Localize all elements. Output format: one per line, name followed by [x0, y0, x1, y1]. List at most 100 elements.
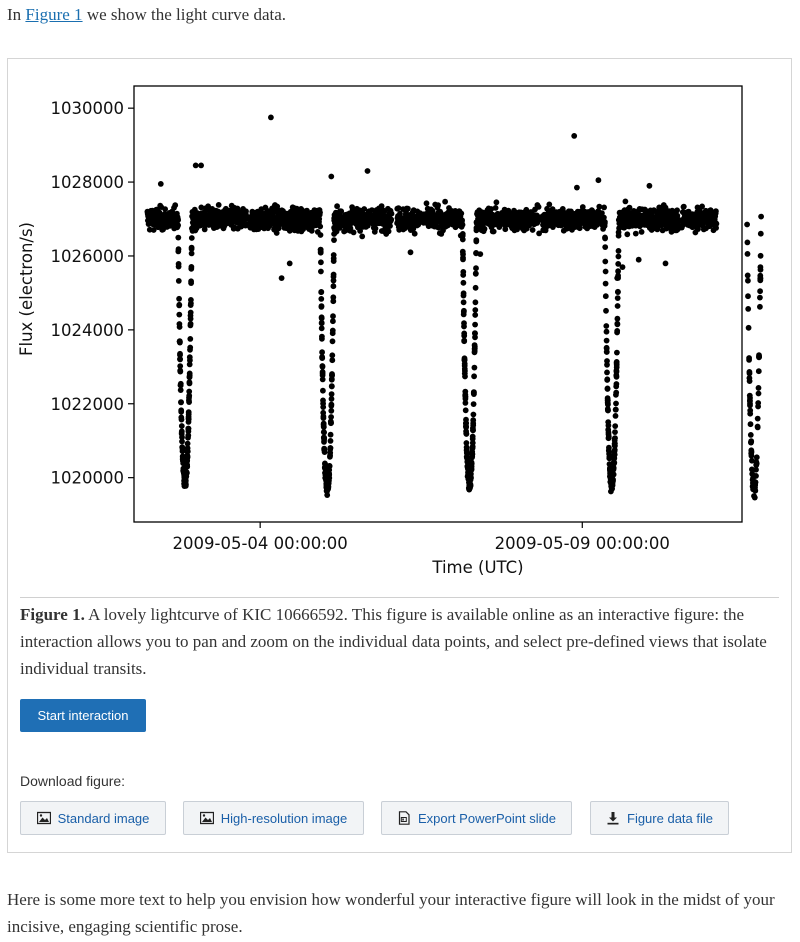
data-point — [179, 434, 185, 441]
data-point — [176, 311, 183, 318]
start-interaction-button[interactable]: Start interaction — [20, 699, 146, 732]
data-point — [603, 323, 610, 329]
data-point — [334, 203, 340, 210]
outro-paragraph: Here is some more text to help you envis… — [7, 890, 775, 936]
data-point — [615, 229, 622, 236]
data-point — [753, 454, 760, 461]
data-point — [749, 457, 755, 464]
data-point — [273, 230, 280, 236]
data-point — [619, 264, 626, 270]
data-point — [175, 234, 182, 241]
data-point — [464, 459, 471, 465]
data-point — [462, 400, 469, 406]
standard-image-button[interactable]: Standard image — [20, 801, 166, 835]
data-point — [615, 268, 621, 275]
data-point — [318, 289, 325, 295]
data-point — [472, 299, 479, 306]
data-point — [407, 249, 414, 256]
data-point — [615, 253, 622, 260]
data-point — [604, 399, 611, 406]
data-point — [662, 260, 669, 267]
data-point — [458, 210, 465, 217]
data-point — [571, 133, 578, 139]
data-point — [330, 283, 337, 290]
data-point — [320, 404, 327, 410]
caption-label: Figure 1. — [20, 605, 85, 624]
data-point — [755, 368, 762, 375]
data-point — [602, 244, 609, 251]
data-point — [187, 346, 193, 353]
data-point — [329, 338, 336, 345]
data-point — [179, 438, 185, 445]
data-point — [186, 399, 193, 405]
data-point — [599, 210, 605, 217]
data-point — [372, 225, 379, 232]
data-point — [605, 433, 612, 440]
figure-1-link[interactable]: Figure 1 — [25, 5, 83, 24]
data-point — [178, 430, 185, 436]
data-point — [460, 251, 466, 258]
data-point — [576, 225, 583, 232]
data-point — [747, 421, 754, 428]
data-point — [178, 423, 185, 429]
data-point — [604, 369, 610, 376]
data-point — [215, 202, 222, 208]
lightcurve-chart: 1020000 1022000 1024000 1026000 1028000 10300… — [18, 85, 764, 577]
data-point — [328, 401, 335, 408]
data-point — [278, 275, 285, 281]
caption-text: A lovely lightcurve of KIC 10666592. Thi… — [20, 605, 767, 678]
data-point — [612, 406, 619, 413]
data-point — [184, 457, 191, 464]
y-tick-label: 1020000 — [51, 469, 125, 488]
data-point — [747, 402, 753, 409]
data-point — [603, 344, 610, 351]
data-point — [472, 307, 479, 313]
y-tick-label: 1024000 — [51, 321, 125, 340]
data-point — [177, 356, 183, 362]
high-resolution-image-button[interactable]: High-resolution image — [183, 801, 364, 835]
export-powerpoint-button[interactable]: Export PowerPoint slide — [381, 801, 572, 835]
data-point — [186, 388, 193, 395]
data-point — [328, 414, 334, 420]
data-point — [753, 462, 760, 468]
intro-prefix: In — [7, 5, 22, 24]
data-point — [405, 205, 411, 212]
data-point — [613, 400, 619, 407]
figure-data-file-button[interactable]: Figure data file — [590, 801, 729, 835]
data-point — [605, 422, 612, 429]
data-point — [472, 312, 479, 318]
data-point — [324, 486, 331, 493]
data-point — [492, 205, 499, 211]
data-point — [461, 307, 467, 314]
data-point — [330, 255, 337, 262]
plot-frame — [133, 85, 743, 523]
data-point — [157, 181, 164, 187]
data-point — [330, 271, 337, 278]
data-point — [330, 313, 336, 320]
data-point — [175, 246, 182, 253]
data-point — [607, 465, 613, 471]
data-point — [601, 204, 607, 211]
data-point — [744, 251, 751, 257]
data-point — [752, 481, 758, 488]
data-point — [473, 265, 479, 272]
data-point — [757, 252, 764, 259]
data-point — [316, 216, 323, 222]
data-point — [320, 424, 327, 430]
data-point — [746, 375, 753, 381]
data-point — [177, 387, 184, 393]
data-point — [757, 303, 763, 310]
data-point — [328, 376, 335, 383]
data-point — [331, 224, 337, 231]
data-point — [175, 278, 182, 284]
data-point — [473, 225, 480, 231]
data-point — [610, 478, 616, 484]
data-point — [342, 227, 349, 234]
data-point — [502, 226, 509, 233]
data-point — [179, 448, 186, 455]
data-point — [751, 494, 758, 501]
data-point — [323, 480, 330, 487]
data-point — [471, 364, 478, 371]
data-point — [318, 314, 325, 321]
data-point — [198, 162, 205, 169]
